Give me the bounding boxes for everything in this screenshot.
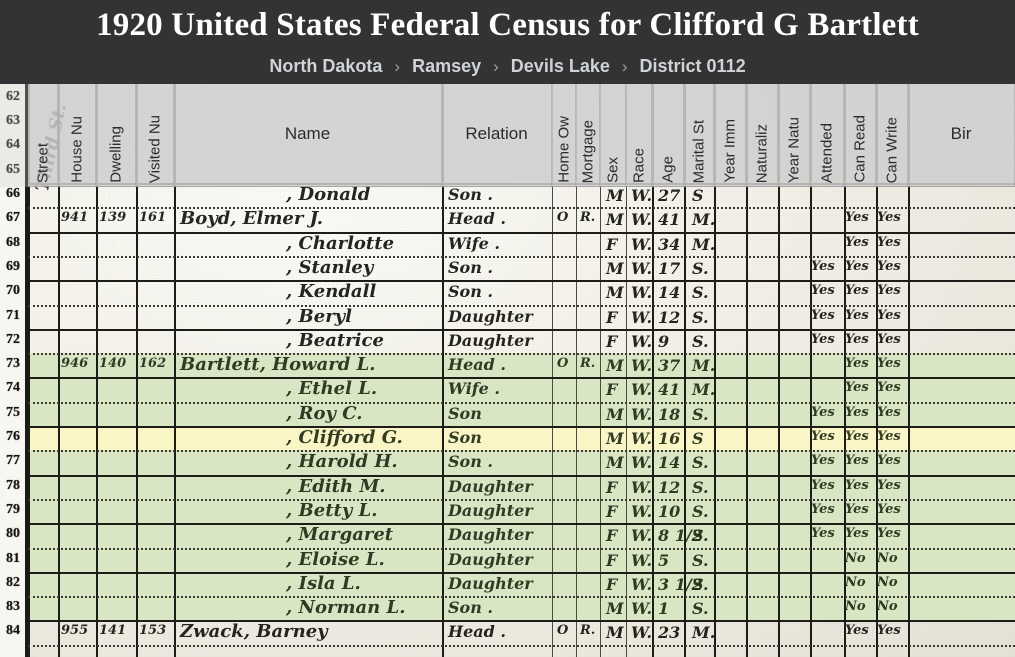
- column-header-label: Can Write: [883, 116, 900, 183]
- breadcrumb-separator: ›: [493, 57, 499, 76]
- row-rule: [28, 450, 1015, 453]
- column-header-race[interactable]: Race: [626, 84, 652, 186]
- row-rule: [28, 280, 1015, 283]
- row-rule: [28, 304, 1015, 307]
- row-number: 73: [6, 356, 20, 372]
- breadcrumb-item-ramsey[interactable]: Ramsey: [412, 56, 482, 76]
- column-header-label: Home Ow: [555, 116, 572, 183]
- column-header-naturalized[interactable]: Naturaliz: [746, 84, 778, 186]
- row-number: 83: [6, 599, 20, 615]
- column-header-label: Dwelling: [107, 126, 124, 183]
- column-header-label: Naturaliz: [753, 123, 770, 183]
- column-header-dwelling[interactable]: Dwelling: [96, 84, 136, 186]
- column-header-age[interactable]: Age: [652, 84, 684, 186]
- header-gutter-spacer: [0, 84, 28, 187]
- column-header-label: House Nu: [68, 116, 85, 183]
- row-number: 74: [6, 380, 20, 396]
- column-header-label: Relation: [465, 124, 528, 143]
- column-header-year-naturalized[interactable]: Year Natu: [778, 84, 810, 186]
- breadcrumb-item-district-0112[interactable]: District 0112: [639, 56, 746, 76]
- column-header-label: Visited Nu: [146, 114, 163, 183]
- breadcrumb-item-north-dakota[interactable]: North Dakota: [269, 56, 383, 76]
- row-rule: [28, 644, 1015, 647]
- row-number: 69: [6, 258, 20, 274]
- column-header-label: Name: [284, 124, 331, 143]
- row-number: 78: [6, 477, 20, 493]
- row-rule: [28, 377, 1015, 380]
- row-rule: [28, 620, 1015, 623]
- row-rule: [28, 353, 1015, 356]
- row-number: 77: [6, 453, 20, 469]
- column-header-label: Year Imm: [721, 119, 738, 183]
- row-number: 71: [6, 307, 20, 323]
- row-number: 84: [6, 623, 20, 639]
- row-number: 79: [6, 501, 20, 517]
- row-number: 68: [6, 234, 20, 250]
- column-header-mortgage[interactable]: Mortgage: [576, 84, 600, 186]
- row-rule: [28, 571, 1015, 574]
- column-header-sex[interactable]: Sex: [600, 84, 626, 186]
- row-number: 70: [6, 283, 20, 299]
- row-rule: [28, 401, 1015, 404]
- column-header-label: Marital St: [690, 119, 707, 183]
- column-header-year-immigrated[interactable]: Year Imm: [714, 84, 746, 186]
- column-header-label: Street: [34, 142, 51, 183]
- column-header-label: Bir: [950, 124, 972, 143]
- row-number: 81: [6, 550, 20, 566]
- row-rule: [28, 255, 1015, 258]
- column-header-attended-school[interactable]: Attended: [810, 84, 844, 186]
- column-header-label: Sex: [604, 157, 621, 183]
- row-rule: [28, 547, 1015, 550]
- page-header: 1920 United States Federal Census for Cl…: [0, 0, 1015, 84]
- column-header-label: Race: [630, 147, 647, 183]
- column-header-marital-status[interactable]: Marital St: [684, 84, 714, 186]
- breadcrumb-separator: ›: [621, 57, 628, 76]
- column-header-house-number[interactable]: House Nu: [58, 84, 96, 186]
- column-header-label: Year Natu: [785, 116, 802, 183]
- column-header-street[interactable]: Street: [28, 84, 58, 186]
- column-header-can-write[interactable]: Can Write: [876, 84, 908, 186]
- breadcrumb-separator: ›: [394, 57, 401, 76]
- row-number: 72: [6, 331, 20, 347]
- row-number: 80: [6, 526, 20, 542]
- column-header-label: Can Read: [851, 115, 868, 183]
- row-rule: [28, 498, 1015, 501]
- row-rule: [28, 523, 1015, 526]
- row-rule: [28, 426, 1015, 428]
- column-header-relation[interactable]: Relation: [442, 84, 552, 186]
- column-header-visited[interactable]: Visited Nu: [136, 84, 174, 186]
- breadcrumb: North Dakota › Ramsey › Devils Lake › District…: [0, 52, 1015, 81]
- row-rule: [28, 231, 1015, 234]
- column-header-home-owned[interactable]: Home Ow: [552, 84, 576, 186]
- row-number: 67: [6, 210, 20, 226]
- page-title: 1920 United States Federal Census for Cl…: [96, 7, 919, 43]
- column-header-can-read[interactable]: Can Read: [844, 84, 876, 186]
- row-number: 66: [6, 186, 20, 201]
- row-number: 82: [6, 574, 20, 590]
- row-number: 75: [6, 404, 20, 420]
- column-header-label: Age: [659, 156, 676, 183]
- column-header-label: Attended: [818, 122, 835, 183]
- row-rule: [28, 207, 1015, 210]
- breadcrumb-item-devils-lake[interactable]: Devils Lake: [510, 56, 610, 76]
- row-rule: [28, 596, 1015, 599]
- census-document[interactable]: 62 63 64 65 66 67 68 69 70 71 72 73 74 75 76 77 78 79 80 81…: [0, 84, 1015, 657]
- column-header-label: Mortgage: [579, 119, 596, 183]
- column-header-name[interactable]: Name: [174, 84, 442, 186]
- column-header-birthplace[interactable]: Bir: [908, 84, 1015, 186]
- column-header-bar: Street House Nu Dwelling Visited Nu Name Rela…: [28, 84, 1015, 187]
- row-rule: [28, 328, 1015, 331]
- row-number: 76: [6, 429, 20, 444]
- row-rule: [28, 474, 1015, 477]
